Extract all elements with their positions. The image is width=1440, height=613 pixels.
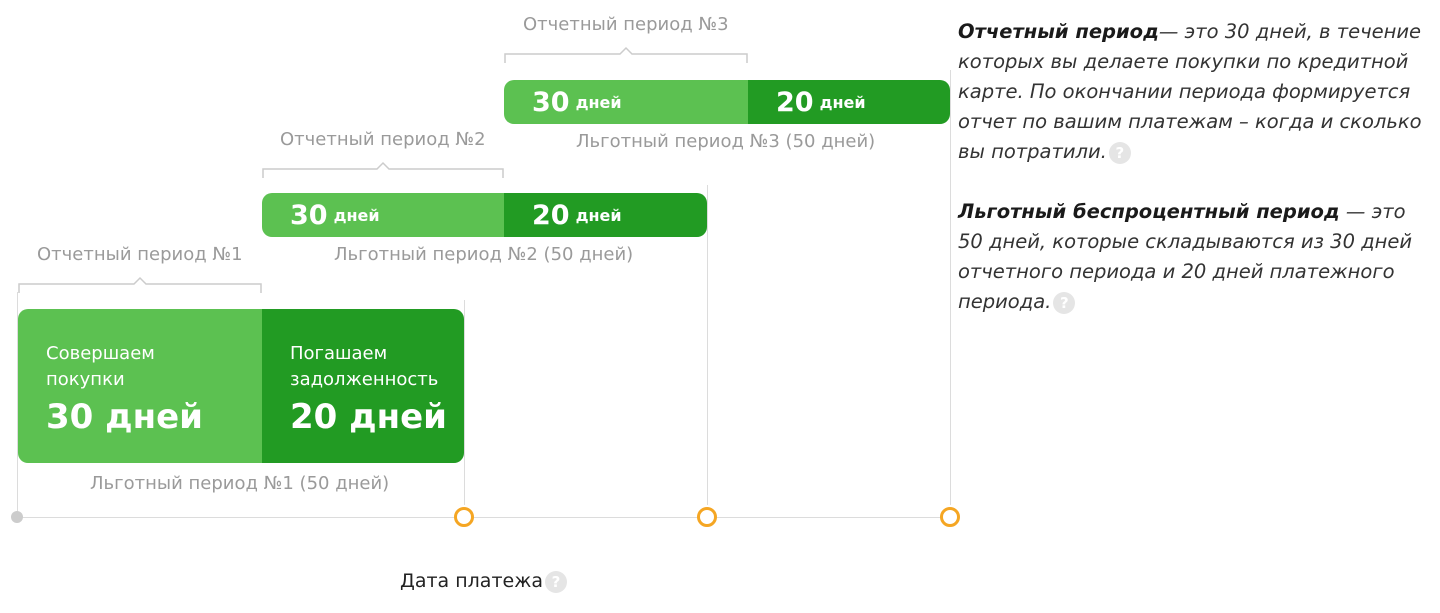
definition-grace-period-term: Льготный беспроцентный период bbox=[958, 200, 1340, 223]
report-period-3-bar: 30 дней bbox=[504, 80, 748, 124]
payment-date-3-line bbox=[950, 70, 951, 505]
timeline-start-line bbox=[17, 292, 18, 517]
report-period-2-unit: дней bbox=[333, 205, 380, 225]
pay-period-3-unit: дней bbox=[819, 92, 866, 112]
report-period-3-days: 30 bbox=[532, 86, 570, 118]
pay-period-2-days: 20 bbox=[532, 199, 570, 231]
pay-period-3-days: 20 bbox=[776, 86, 814, 118]
definitions-panel: Отчетный период— это 30 дней, в течение … bbox=[958, 17, 1430, 347]
payment-date-marker-3 bbox=[940, 507, 960, 527]
payment-date-2-line bbox=[707, 185, 708, 505]
report-period-2-bar: 30 дней bbox=[262, 193, 504, 237]
definition-report-period-term: Отчетный период bbox=[958, 20, 1159, 43]
payment-date-label: Дата платежа? bbox=[400, 570, 567, 593]
report-period-1-bar: Совершаем покупки 30 дней bbox=[18, 309, 262, 463]
report-period-2-days: 30 bbox=[290, 199, 328, 231]
grace-period-help-icon[interactable]: ? bbox=[1053, 291, 1076, 314]
report-period-help-icon[interactable]: ? bbox=[1108, 141, 1131, 164]
pay-period-1-bar: Погашаем задолженность 20 дней bbox=[262, 309, 464, 463]
grace-period-3-label: Льготный период №3 (50 дней) bbox=[576, 131, 876, 152]
report-period-1-caption: Совершаем покупки bbox=[46, 343, 155, 390]
definition-grace-period-text: — это 50 дней, которые складываются из 3… bbox=[958, 200, 1413, 313]
pay-period-3-bar: 20 дней bbox=[748, 80, 950, 124]
payment-date-text: Дата платежа bbox=[400, 570, 543, 592]
pay-period-1-days: 20 bbox=[290, 397, 338, 437]
payment-date-marker-1 bbox=[454, 507, 474, 527]
payment-date-help-icon[interactable]: ? bbox=[544, 570, 567, 593]
report-period-1-unit: дней bbox=[105, 397, 204, 437]
timeline-axis bbox=[17, 517, 957, 518]
pay-period-2-bar: 20 дней bbox=[504, 193, 707, 237]
payment-date-marker-2 bbox=[697, 507, 717, 527]
definition-report-period-text: — это 30 дней, в течение которых вы дела… bbox=[958, 20, 1422, 163]
report-period-1-bracket bbox=[18, 276, 262, 293]
pay-period-1-unit: дней bbox=[349, 397, 448, 437]
report-period-1-duration: 30 дней bbox=[46, 397, 262, 437]
pay-period-1-caption: Погашаем задолженность bbox=[290, 343, 439, 390]
report-period-3-unit: дней bbox=[575, 92, 622, 112]
report-period-1-label: Отчетный период №1 bbox=[37, 244, 243, 265]
definition-grace-period: Льготный беспроцентный период — это 50 д… bbox=[958, 197, 1430, 317]
report-period-3-bracket bbox=[504, 46, 748, 63]
timeline-start-dot bbox=[11, 511, 23, 523]
payment-date-1-line bbox=[464, 300, 465, 505]
report-period-1-days: 30 bbox=[46, 397, 94, 437]
grace-period-1-label: Льготный период №1 (50 дней) bbox=[90, 473, 390, 494]
report-period-2-bracket bbox=[262, 161, 504, 178]
pay-period-1-duration: 20 дней bbox=[290, 397, 464, 437]
report-period-2-label: Отчетный период №2 bbox=[280, 129, 486, 150]
pay-period-2-unit: дней bbox=[575, 205, 622, 225]
grace-period-2-label: Льготный период №2 (50 дней) bbox=[334, 244, 634, 265]
report-period-3-label: Отчетный период №3 bbox=[523, 14, 729, 35]
definition-report-period: Отчетный период— это 30 дней, в течение … bbox=[958, 17, 1430, 167]
